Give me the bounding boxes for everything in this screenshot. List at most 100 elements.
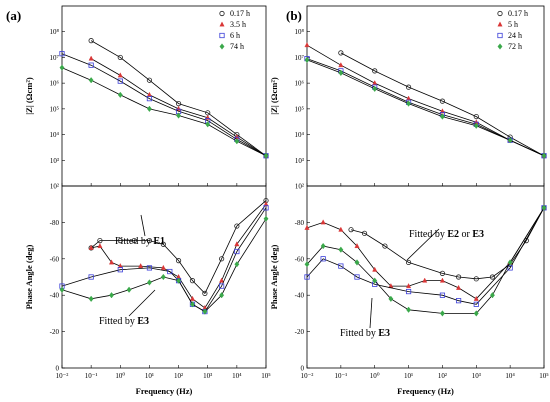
fit-line [306, 207, 545, 314]
data-point [146, 238, 153, 244]
y-tick-label: -20 [50, 328, 60, 336]
y-tick-label: 10⁸ [295, 28, 305, 36]
data-point [507, 137, 513, 144]
impedance-subplot: 10² 10³ 10⁴ 10⁵ 10⁶ 10⁷ 10⁸ |Z| (Ωcm²) [24, 5, 269, 191]
data-point [202, 290, 208, 296]
legend-marker [219, 43, 225, 50]
x-tick-label: 10² [438, 372, 447, 380]
panel-label: (a) [6, 8, 21, 23]
y-axis-label: Phase Angle (deg) [24, 244, 34, 309]
data-point [304, 274, 310, 280]
data-point [439, 98, 446, 104]
y-tick-label: -20 [295, 328, 305, 336]
annotation: Fitted by E1 [115, 214, 165, 247]
data-point [439, 310, 445, 317]
x-tick-label: 10¹ [145, 372, 154, 380]
data-point [146, 77, 153, 83]
x-axis-label: Frequency (Hz) [397, 386, 454, 396]
annotation-prefix: Fitted by [340, 328, 378, 339]
data-point [219, 283, 225, 289]
y-tick-label: 10⁸ [50, 28, 60, 36]
data-point [372, 68, 378, 74]
data-point [354, 259, 360, 266]
legend-marker [497, 21, 503, 27]
data-point [406, 100, 412, 107]
data-point [372, 85, 378, 92]
x-tick-label: 10⁴ [232, 372, 242, 380]
x-tick-label: 10³ [203, 372, 212, 380]
data-point [234, 248, 240, 255]
data-point [109, 292, 114, 299]
data-point [338, 62, 344, 68]
legend-label: 0.17 h [230, 9, 250, 18]
impedance-subplot: 10² 10³ 10⁴ 10⁵ 10⁶ 10⁷ 10⁸ |Z| (Ωcm²) [269, 5, 547, 191]
annotation-prefix: Fitted by [115, 236, 153, 247]
data-point [190, 301, 195, 308]
x-tick-label: 10⁴ [505, 372, 515, 380]
data-point [320, 219, 326, 225]
legend-label: 74 h [230, 42, 244, 51]
data-point [176, 112, 182, 119]
y-tick-label: 10⁴ [50, 131, 60, 139]
data-point [338, 263, 344, 269]
series-6-hh [59, 51, 269, 159]
data-point [160, 264, 166, 270]
data-point [263, 152, 269, 159]
series-74-hh [59, 64, 269, 159]
data-point [117, 72, 123, 78]
data-point [138, 263, 144, 269]
series-5-hh [304, 204, 547, 301]
y-tick-label: -40 [50, 292, 60, 300]
annotation-pointer [369, 297, 373, 329]
data-point [88, 55, 94, 61]
x-tick-label: 10⁵ [261, 372, 271, 380]
data-point [117, 54, 123, 61]
y-axis-label: Phase Angle (deg) [269, 244, 279, 309]
data-point [59, 286, 65, 293]
x-tick-label: 10² [174, 372, 183, 380]
data-point [473, 276, 479, 282]
y-tick-label: -60 [50, 255, 60, 263]
data-point [405, 259, 412, 266]
y-tick-label: -80 [50, 219, 60, 227]
data-point [263, 205, 269, 211]
annotation-text: Fitted by E2 or E3 [409, 229, 484, 240]
x-tick-label: 10⁻¹ [85, 372, 98, 380]
legend-label: 0.17 h [508, 9, 528, 18]
annotation-model: E1 [153, 236, 165, 247]
data-point [507, 259, 513, 266]
y-tick-label: 10³ [50, 157, 59, 165]
plot-frame [61, 185, 267, 369]
legend-marker [497, 43, 503, 50]
data-point [146, 279, 152, 286]
x-axis-label: Frequency (Hz) [136, 386, 193, 396]
data-point [88, 274, 94, 280]
y-tick-label: -40 [295, 292, 305, 300]
series-72-hh [304, 204, 547, 317]
data-point [405, 84, 412, 90]
data-point [219, 277, 225, 283]
y-tick-label: 10² [50, 183, 59, 191]
y-tick-label: 0 [56, 365, 60, 373]
y-tick-label: 10⁷ [50, 54, 60, 62]
data-point [338, 246, 344, 253]
data-point [354, 243, 360, 249]
annotation-prefix: Fitted by [99, 316, 137, 327]
data-point [88, 295, 94, 302]
data-point [338, 50, 344, 56]
annotation-prefix: Fitted by [409, 229, 447, 240]
series-0-17-hh [88, 197, 269, 296]
data-point [489, 292, 495, 299]
fit-line [90, 200, 267, 295]
fit-line [91, 203, 267, 309]
y-tick-label: -60 [295, 255, 305, 263]
series-72-hh [304, 56, 547, 159]
y-tick-label: 10⁵ [295, 105, 305, 113]
data-point [439, 113, 445, 120]
x-tick-label: 10⁻² [301, 372, 314, 380]
y-tick-label: 10⁶ [295, 80, 305, 88]
data-point [117, 238, 123, 244]
y-tick-label: -80 [295, 219, 305, 227]
data-point [304, 261, 310, 268]
data-point [146, 265, 153, 271]
